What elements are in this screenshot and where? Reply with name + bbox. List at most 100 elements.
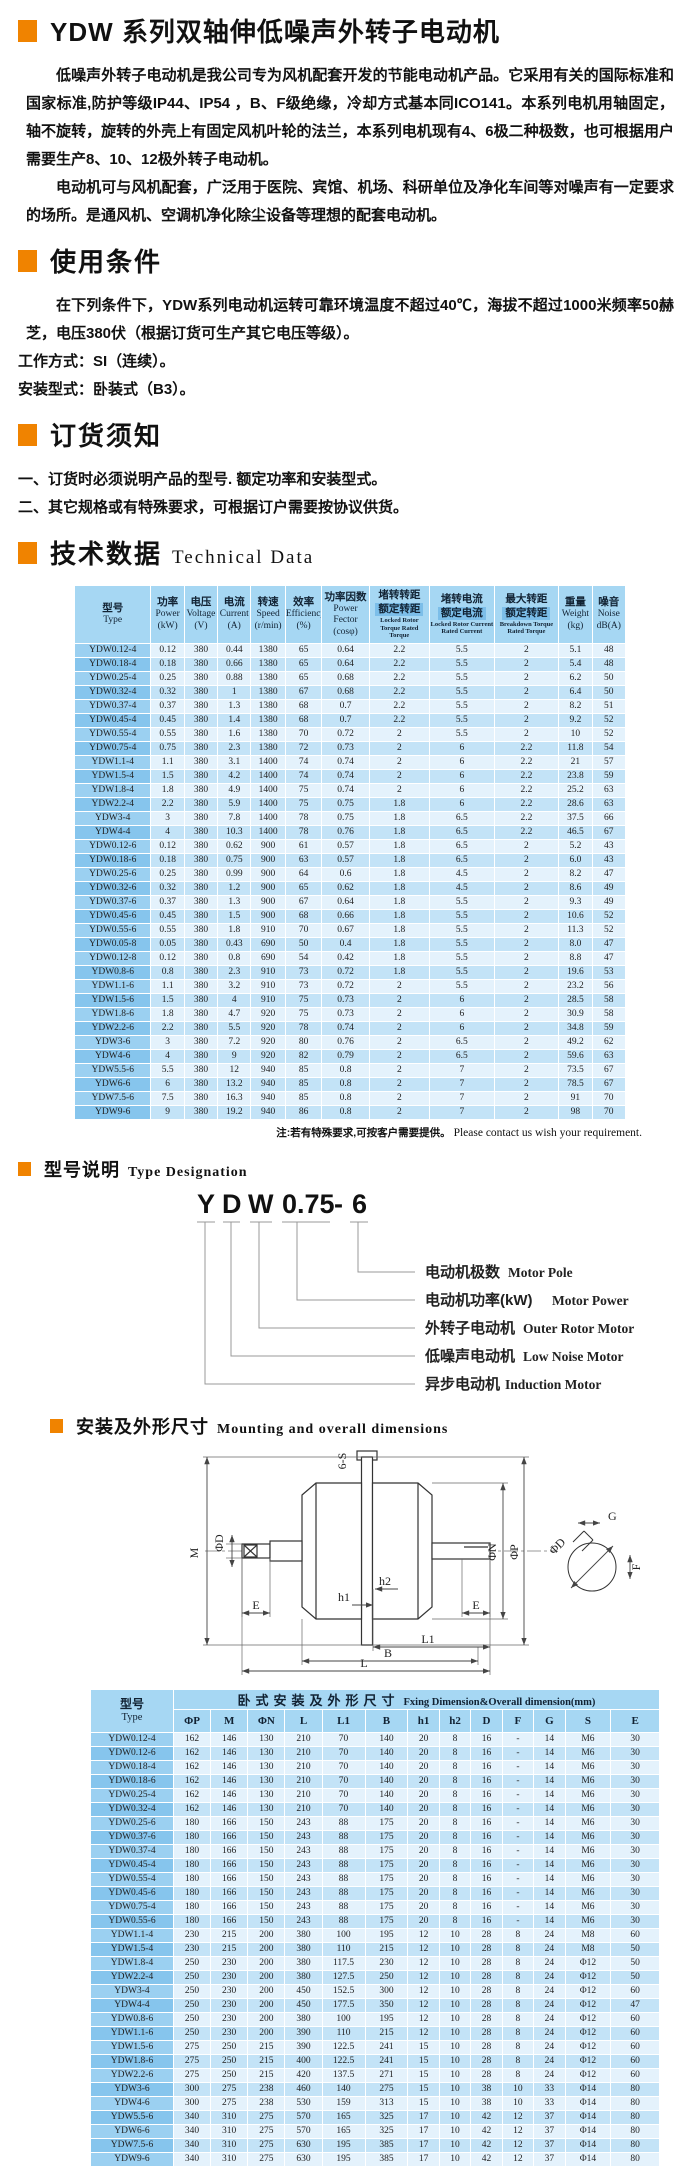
header-text: Power <box>155 609 180 620</box>
value-cell: 630 <box>284 2151 323 2167</box>
value-cell: 100 <box>321 2011 366 2027</box>
model-name-cell: YDW0.32-4 <box>90 1801 174 1817</box>
header-text: 堵转转距 <box>378 589 421 601</box>
tech-column-header: 最大转距 额定转距 Breakdown Torque Rated Torque <box>493 585 560 644</box>
value-cell: 380 <box>183 1090 219 1106</box>
model-name-cell: YDW0.25-4 <box>90 1787 174 1803</box>
value-cell: 9 <box>217 1048 252 1064</box>
label-motor-power-en: Motor Power <box>552 1293 629 1308</box>
value-cell: 380 <box>183 936 219 952</box>
value-cell: 150 <box>247 1829 286 1845</box>
value-cell: 5.5 <box>429 642 495 658</box>
value-cell: - <box>501 1815 535 1831</box>
value-cell: 380 <box>183 880 219 896</box>
value-cell: 2 <box>368 1034 431 1050</box>
value-cell: 380 <box>183 824 219 840</box>
value-cell: 2 <box>368 740 431 756</box>
value-cell: 60 <box>610 1927 660 1943</box>
value-cell: 59 <box>591 1020 627 1036</box>
value-cell: 340 <box>172 2109 212 2125</box>
value-cell: 2 <box>368 1104 431 1120</box>
value-cell: 0.88 <box>217 670 252 686</box>
value-cell: 0.7 <box>321 698 370 714</box>
value-cell: 5.5 <box>429 670 495 686</box>
ordering-item-2: 二、其它规格或有特殊要求，可根据订户需要按协议供货。 <box>18 499 409 516</box>
value-cell: 85 <box>284 1090 323 1106</box>
value-cell: 0.72 <box>321 964 370 980</box>
value-cell: 238 <box>247 2095 286 2111</box>
value-cell: Φ12 <box>564 2011 612 2027</box>
technical-section-heading: 技术数据 Technical Data <box>0 534 700 571</box>
value-cell: 70 <box>284 726 323 742</box>
value-cell: 30 <box>610 1773 660 1789</box>
value-cell: 200 <box>247 1941 286 1957</box>
value-cell: 8 <box>438 1843 472 1859</box>
dim-table-row: YDW0.12-6 162 146 130 210 70 140 20 8 16-14 M6 30 <box>90 1745 660 1761</box>
value-cell: 900 <box>250 880 286 896</box>
value-cell: 5.5 <box>150 1062 185 1078</box>
value-cell: 0.75 <box>150 740 185 756</box>
value-cell: 0.25 <box>150 670 185 686</box>
value-cell: 0.64 <box>321 894 370 910</box>
value-cell: 175 <box>364 1871 409 1887</box>
model-name-cell: YDW2.2-6 <box>90 2067 174 2083</box>
value-cell: 8 <box>438 1745 472 1761</box>
value-cell: 130 <box>247 1745 286 1761</box>
value-cell: 10 <box>438 1927 472 1943</box>
value-cell: 14 <box>533 1731 566 1747</box>
dim-label-e-right: E <box>472 1598 479 1612</box>
value-cell: 180 <box>172 1871 212 1887</box>
value-cell: 310 <box>210 2109 249 2125</box>
value-cell: 16 <box>470 1885 503 1901</box>
dim-table-row: YDW7.5-6 340 310 275 630 195 385 17 10 42 12 37 Φ14 8… <box>90 2137 660 2153</box>
value-cell: 10 <box>438 1955 472 1971</box>
header-text: 效率 <box>293 596 315 609</box>
tech-table-row: YDW7.5-6 7.5 380 16.3 940 85 0.8 2 7 2 91 70 <box>73 1090 627 1106</box>
value-cell: 12 <box>501 2137 535 2153</box>
value-cell: 166 <box>210 1843 249 1859</box>
header-text: Speed <box>256 609 280 620</box>
value-cell: 1.5 <box>150 992 185 1008</box>
value-cell: 86 <box>284 1104 323 1120</box>
value-cell: 140 <box>364 1773 409 1789</box>
value-cell: 0.32 <box>150 684 185 700</box>
value-cell: 46.5 <box>558 824 593 840</box>
tech-table-row: YDW0.18-6 0.18 380 0.75 900 63 0.57 1.8 6.5 2 6.0 4… <box>73 852 627 868</box>
value-cell: M6 <box>564 1871 612 1887</box>
value-cell: 127.5 <box>321 1969 366 1985</box>
value-cell: 380 <box>183 838 219 854</box>
value-cell: 130 <box>247 1801 286 1817</box>
value-cell: 12 <box>407 2025 440 2041</box>
value-cell: 12 <box>501 2123 535 2139</box>
header-text: Locked Rotor Torque Rated Torque <box>380 617 419 639</box>
value-cell: 10 <box>558 726 593 742</box>
dim-table-row: YDW0.55-4 180 166 150 243 88 175 20 8 16-14 M6 30 <box>90 1871 660 1887</box>
value-cell: 20 <box>407 1773 440 1789</box>
usage-section-heading: 使用条件 <box>0 242 700 279</box>
value-cell: 570 <box>284 2109 323 2125</box>
value-cell: 70 <box>321 1731 366 1747</box>
tech-column-header: 堵转电流 额定电流 Locked Rotor Current Rated Curre… <box>429 585 495 644</box>
value-cell: 215 <box>247 2039 286 2055</box>
value-cell: 24 <box>533 1969 566 1985</box>
value-cell: 6 <box>429 1006 495 1022</box>
value-cell: - <box>501 1843 535 1859</box>
dim-column-header: F <box>501 1708 535 1733</box>
value-cell: 88 <box>321 1843 366 1859</box>
value-cell: 63 <box>591 796 627 812</box>
value-cell: 243 <box>284 1857 323 1873</box>
technical-heading-cn: 技术数据 <box>50 539 163 569</box>
tech-table-row: YDW0.45-6 0.45 380 1.5 900 68 0.66 1.8 5.5 2 10.6 5… <box>73 908 627 924</box>
header-text: 噪音 <box>598 596 620 609</box>
tech-column-header: 电流 Current (A) <box>217 585 252 644</box>
value-cell: 60 <box>610 2039 660 2055</box>
value-cell: 380 <box>183 656 219 672</box>
code-part-pole: 6 <box>352 1189 367 1219</box>
value-cell: 67 <box>284 684 323 700</box>
tech-table-row: YDW0.55-6 0.55 380 1.8 910 70 0.67 1.8 5.5 2 11.3 5… <box>73 922 627 938</box>
value-cell: 0.8 <box>150 964 185 980</box>
value-cell: 210 <box>284 1801 323 1817</box>
tech-table-row: YDW3-6 3 380 7.2 920 80 0.76 2 6.5 2 49.2 62 <box>73 1034 627 1050</box>
value-cell: 1380 <box>250 670 286 686</box>
value-cell: 28.6 <box>558 796 593 812</box>
